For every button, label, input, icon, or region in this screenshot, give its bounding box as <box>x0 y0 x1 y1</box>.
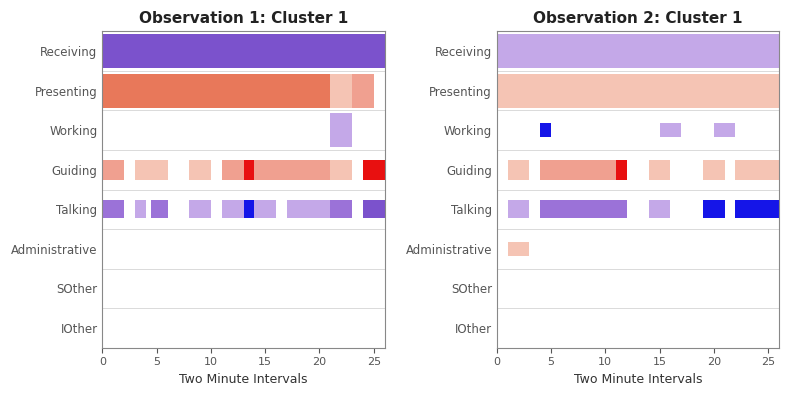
Title: Observation 1: Cluster 1: Observation 1: Cluster 1 <box>139 11 348 26</box>
X-axis label: Two Minute Intervals: Two Minute Intervals <box>179 373 308 386</box>
Bar <box>757 160 779 180</box>
Bar <box>243 200 254 218</box>
Bar <box>649 200 671 218</box>
Bar <box>757 160 768 180</box>
Bar <box>330 114 352 147</box>
Bar <box>222 200 243 218</box>
Bar <box>330 74 352 108</box>
Bar <box>703 200 724 218</box>
Bar <box>330 200 352 218</box>
Bar <box>190 160 211 180</box>
Bar <box>508 200 529 218</box>
Bar <box>508 160 529 180</box>
Bar <box>363 160 385 180</box>
Bar <box>352 74 374 108</box>
Bar <box>540 160 627 180</box>
Bar <box>190 200 211 218</box>
Bar <box>135 200 146 218</box>
Bar <box>660 123 681 137</box>
Bar <box>135 160 167 180</box>
X-axis label: Two Minute Intervals: Two Minute Intervals <box>574 373 702 386</box>
Bar <box>735 160 757 180</box>
Bar <box>540 123 551 137</box>
Bar <box>103 74 330 108</box>
Bar <box>497 35 779 68</box>
Bar <box>152 200 167 218</box>
Bar <box>103 35 385 68</box>
Bar <box>735 160 747 180</box>
Bar <box>363 200 385 218</box>
Bar <box>703 160 724 180</box>
Bar <box>287 200 330 218</box>
Bar <box>735 200 779 218</box>
Bar <box>649 160 671 180</box>
Title: Observation 2: Cluster 1: Observation 2: Cluster 1 <box>533 11 743 26</box>
Bar <box>497 74 779 108</box>
Bar <box>243 160 254 180</box>
Bar <box>330 160 352 180</box>
Bar <box>222 160 243 180</box>
Bar <box>254 200 276 218</box>
Bar <box>703 160 714 180</box>
Bar <box>540 200 627 218</box>
Bar <box>103 160 124 180</box>
Bar <box>254 160 330 180</box>
Bar <box>508 242 529 256</box>
Bar <box>714 123 735 137</box>
Bar <box>616 160 627 180</box>
Bar <box>103 200 124 218</box>
